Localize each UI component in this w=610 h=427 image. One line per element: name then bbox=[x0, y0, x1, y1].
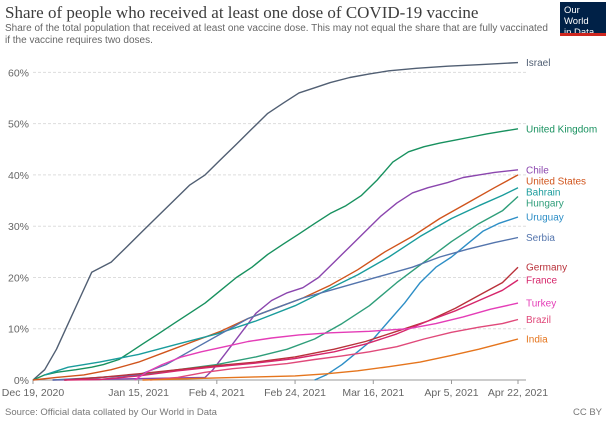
series-line-india[interactable] bbox=[142, 338, 519, 381]
series-label-hungary[interactable]: Hungary bbox=[526, 198, 564, 209]
series-lines bbox=[32, 61, 519, 381]
logo-text-line2: in Data bbox=[564, 27, 603, 38]
logo-text-line1: Our World bbox=[564, 5, 589, 27]
series-line-israel[interactable] bbox=[32, 61, 519, 381]
series-label-serbia[interactable]: Serbia bbox=[526, 233, 555, 244]
y-tick-label: 40% bbox=[8, 170, 29, 182]
series-label-france[interactable]: France bbox=[526, 276, 558, 287]
x-tick-label: Mar 16, 2021 bbox=[342, 387, 404, 399]
series-label-turkey[interactable]: Turkey bbox=[526, 299, 556, 310]
chart-subtitle: Share of the total population that recei… bbox=[5, 23, 548, 46]
series-line-france[interactable] bbox=[64, 279, 519, 381]
series-line-uruguay[interactable] bbox=[314, 216, 519, 381]
series-label-uruguay[interactable]: Uruguay bbox=[526, 212, 564, 223]
source-note[interactable]: Source: Official data collated by Our Wo… bbox=[5, 407, 217, 418]
y-gridlines bbox=[33, 71, 526, 330]
series-line-united-kingdom[interactable] bbox=[32, 128, 519, 381]
x-axis: Dec 19, 2020 Jan 15, 2021 Feb 4, 2021 Feb 2… bbox=[2, 379, 548, 399]
x-tick-label: Feb 24, 2021 bbox=[264, 387, 326, 399]
series-line-serbia[interactable] bbox=[52, 236, 519, 381]
y-tick-label: 30% bbox=[8, 221, 29, 233]
y-axis-tick-labels: 0% 10% 20% 30% 40% 50% 60% bbox=[8, 67, 29, 387]
series-label-israel[interactable]: Israel bbox=[526, 58, 550, 69]
chart-title: Share of people who received at least on… bbox=[5, 3, 479, 22]
x-tick-label: Feb 4, 2021 bbox=[189, 387, 245, 399]
series-line-turkey[interactable] bbox=[134, 302, 519, 381]
y-tick-label: 50% bbox=[8, 119, 29, 131]
series-line-chile[interactable] bbox=[52, 169, 519, 381]
y-tick-label: 20% bbox=[8, 272, 29, 284]
series-label-bahrain[interactable]: Bahrain bbox=[526, 187, 560, 198]
x-tick-label: Apr 5, 2021 bbox=[424, 387, 478, 399]
series-label-united-states[interactable]: United States bbox=[526, 176, 586, 187]
series-label-germany[interactable]: Germany bbox=[526, 263, 567, 274]
series-label-chile[interactable]: Chile bbox=[526, 165, 549, 176]
license-link[interactable]: CC BY bbox=[572, 407, 602, 418]
logo-accent-bar bbox=[560, 33, 606, 36]
x-tick-label: Jan 15, 2021 bbox=[108, 387, 169, 399]
y-tick-label: 60% bbox=[8, 67, 29, 79]
y-tick-label: 10% bbox=[8, 324, 29, 336]
x-tick-label: Apr 22, 2021 bbox=[488, 387, 548, 399]
series-line-hungary[interactable] bbox=[64, 195, 519, 381]
series-line-germany[interactable] bbox=[64, 266, 519, 381]
series-line-bahrain[interactable] bbox=[44, 187, 519, 376]
y-tick-label: 0% bbox=[14, 375, 29, 387]
series-label-india[interactable]: India bbox=[526, 334, 548, 345]
series-line-brazil[interactable] bbox=[150, 318, 519, 381]
series-label-united-kingdom[interactable]: United Kingdom bbox=[526, 124, 597, 135]
owid-logo[interactable]: Our World in Data bbox=[560, 2, 606, 38]
series-label-brazil[interactable]: Brazil bbox=[526, 315, 551, 326]
x-tick-label: Dec 19, 2020 bbox=[2, 387, 65, 399]
